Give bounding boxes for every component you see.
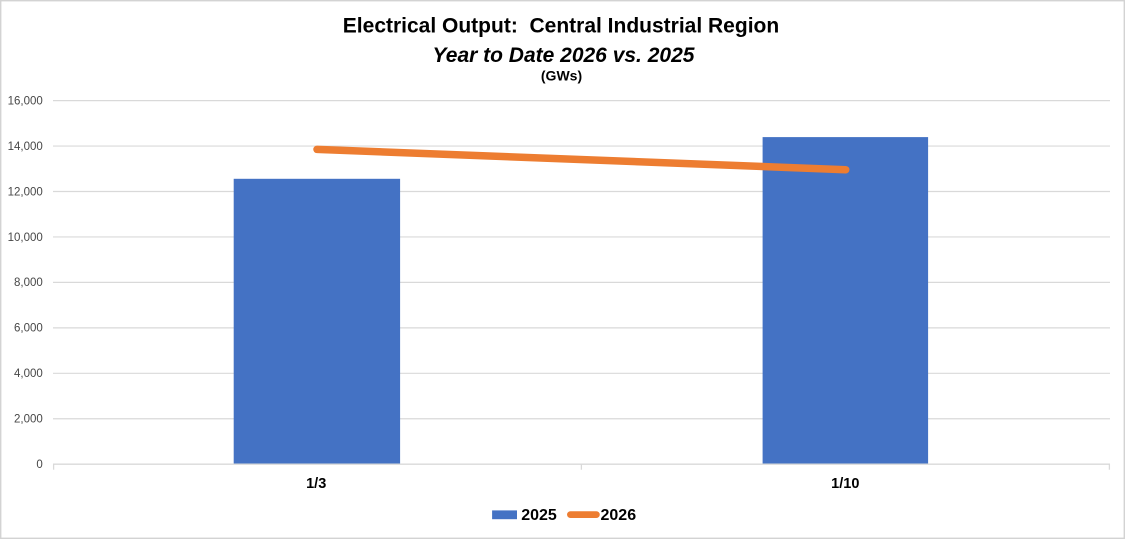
- svg-text:2,000: 2,000: [14, 414, 43, 426]
- svg-text:14,000: 14,000: [8, 141, 43, 153]
- svg-text:16,000: 16,000: [8, 95, 43, 107]
- svg-text:6,000: 6,000: [14, 323, 43, 335]
- svg-text:8,000: 8,000: [14, 277, 43, 289]
- svg-text:(GWs): (GWs): [541, 68, 582, 84]
- svg-text:12,000: 12,000: [8, 186, 43, 198]
- svg-text:1/10: 1/10: [831, 476, 859, 492]
- svg-text:1/3: 1/3: [306, 476, 326, 492]
- svg-text:4,000: 4,000: [14, 368, 43, 380]
- svg-text:2026: 2026: [601, 507, 637, 524]
- svg-text:Electrical Output: Central In: Electrical Output: Central Industrial Re…: [343, 14, 779, 37]
- svg-text:2025: 2025: [521, 507, 557, 524]
- svg-text:0: 0: [36, 459, 42, 471]
- svg-text:10,000: 10,000: [8, 232, 43, 244]
- svg-text:Year to Date 2026 vs. 2025: Year to Date 2026 vs. 2025: [433, 44, 695, 67]
